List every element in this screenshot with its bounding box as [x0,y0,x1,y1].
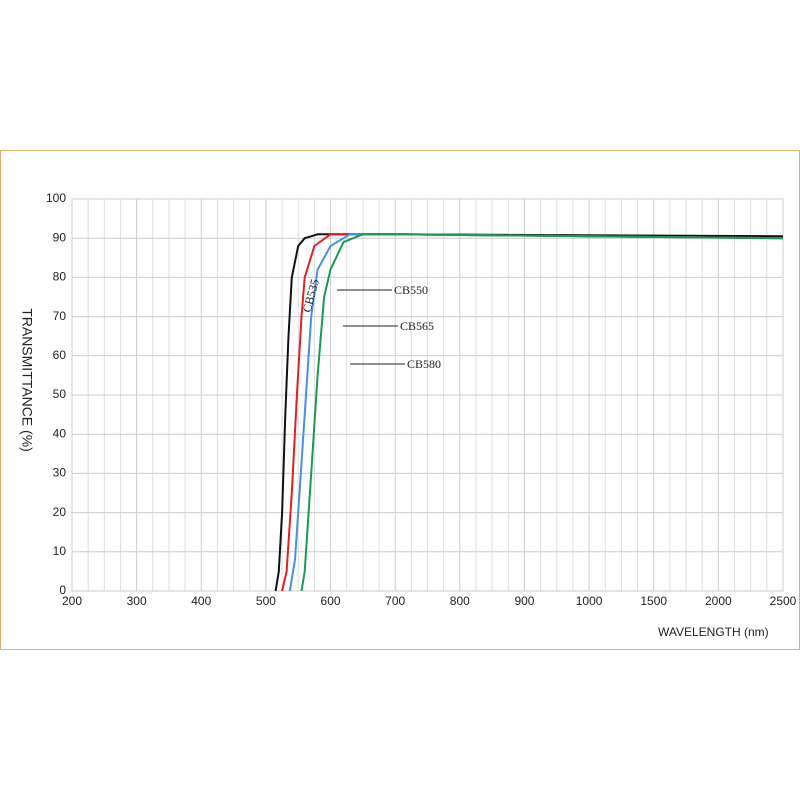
series-annotation: CB550 [394,283,428,297]
y-tick-label: 90 [53,230,67,244]
x-tick-label: 300 [127,594,147,608]
y-tick-label: 10 [53,544,67,558]
y-tick-label: 40 [53,426,67,440]
y-axis-label: TRANSMITTANCE (%) [19,308,35,452]
x-tick-label: 1500 [640,594,667,608]
y-tick-label: 20 [53,505,67,519]
series-annotation: CB580 [407,357,441,371]
y-tick-label: 70 [53,309,67,323]
series-annotation: CB565 [400,319,434,333]
y-tick-label: 0 [59,583,66,597]
x-tick-label: 400 [191,594,211,608]
x-axis-label: WAVELENGTH (nm) [658,625,769,639]
y-tick-label: 80 [53,270,67,284]
x-tick-label: 700 [385,594,405,608]
x-tick-label: 2500 [770,594,797,608]
x-tick-label: 600 [321,594,341,608]
line [300,233,784,592]
x-tick-label: 800 [450,594,470,608]
y-tick-label: 100 [46,191,66,205]
x-tick-label: 200 [62,594,82,608]
x-tick-label: 1000 [576,594,603,608]
y-tick-label: 30 [53,466,67,480]
y-tick-label: 50 [53,387,67,401]
x-tick-label: 500 [256,594,276,608]
x-tick-label: 2000 [705,594,732,608]
y-tick-label: 60 [53,348,67,362]
x-tick-label: 900 [514,594,534,608]
